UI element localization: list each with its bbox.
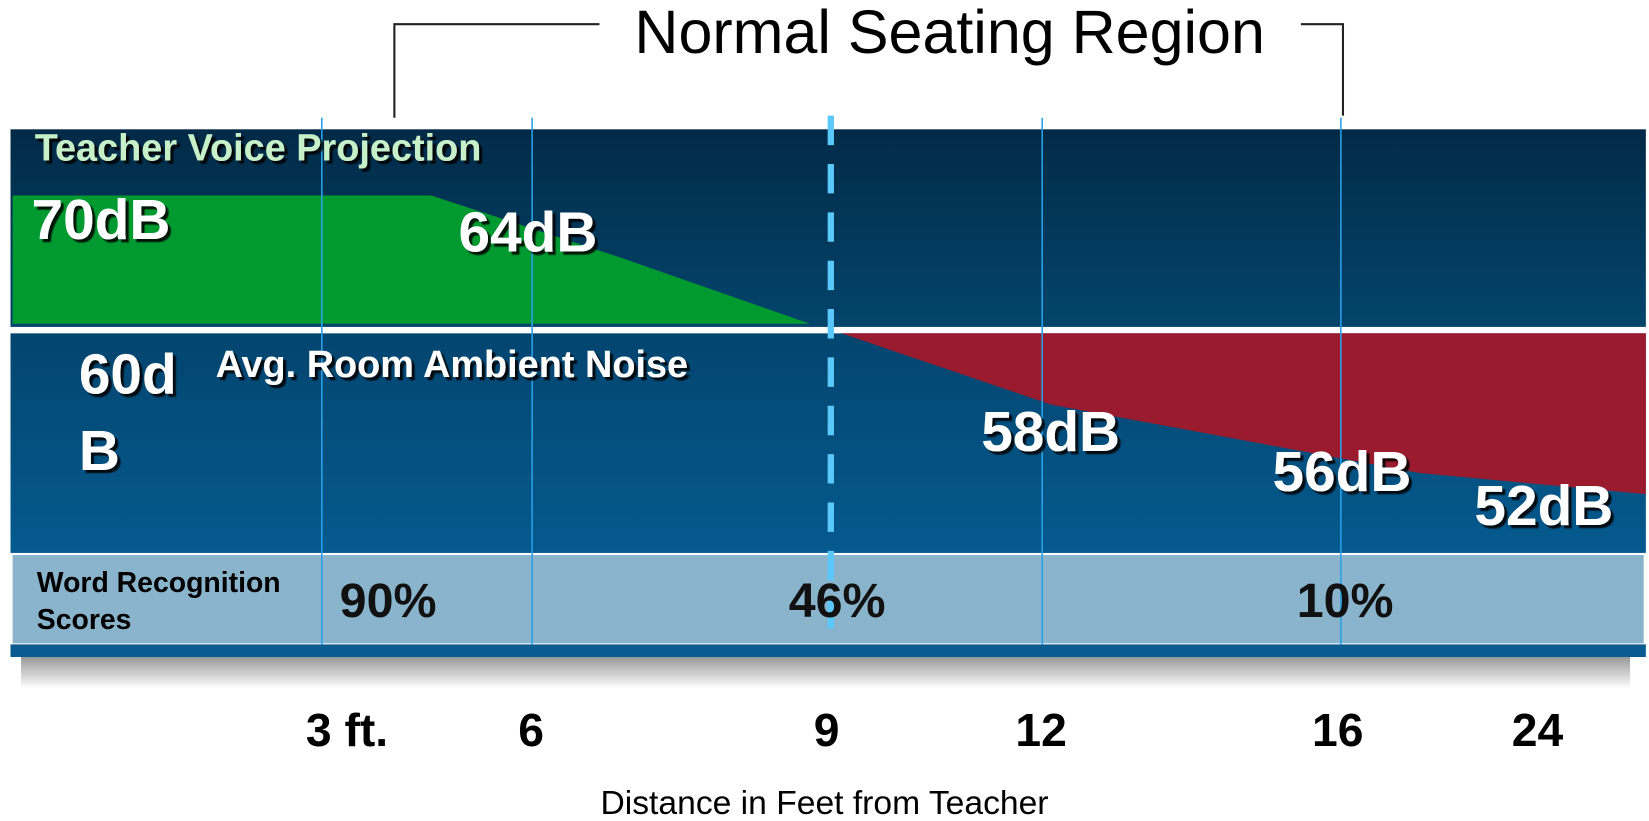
noise-level: 58dB: [981, 401, 1120, 464]
voice-area: [12, 195, 810, 324]
distance-label: 24: [1512, 704, 1564, 756]
base-strip: [10, 644, 1646, 658]
noise-level: 60d: [79, 343, 177, 406]
distance-label: 12: [1015, 704, 1066, 756]
distance-label: 3 ft.: [306, 704, 388, 756]
noise-level: 56dB: [1273, 441, 1412, 504]
title: Normal Seating Region: [634, 0, 1264, 66]
distance-label: 9: [814, 704, 840, 756]
score-label: Scores: [37, 604, 132, 636]
distance-label: 16: [1312, 704, 1363, 756]
axis-caption: Distance in Feet from Teacher: [600, 785, 1048, 821]
score: 10%: [1297, 574, 1394, 628]
score: 46%: [789, 574, 886, 628]
shadow: [21, 657, 1631, 689]
voice-label: Teacher Voice Projection: [35, 127, 482, 169]
noise-level: 52dB: [1474, 475, 1613, 538]
distance-label: 6: [518, 704, 544, 756]
noise-level: B: [79, 420, 120, 483]
voice-level: 64dB: [459, 202, 598, 265]
bracket: [393, 23, 1345, 118]
voice-level: 70dB: [32, 189, 171, 252]
score-label: Word Recognition: [37, 567, 281, 599]
guide-lines: [321, 117, 1342, 645]
score: 90%: [340, 574, 437, 628]
noise-label: Avg. Room Ambient Noise: [216, 344, 688, 386]
